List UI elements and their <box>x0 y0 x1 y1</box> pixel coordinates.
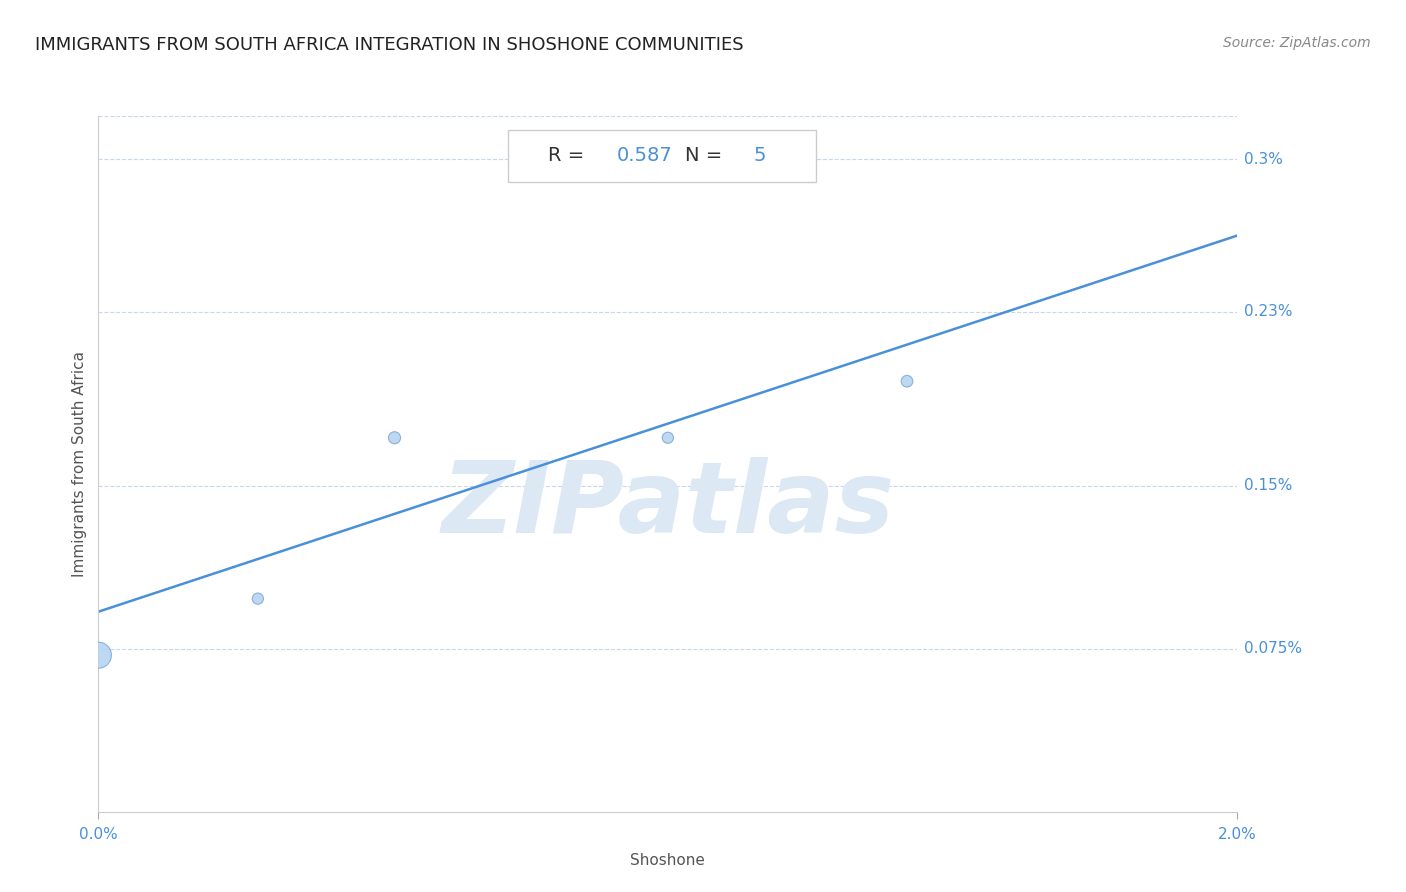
X-axis label: Shoshone: Shoshone <box>630 853 706 868</box>
Text: 0.587: 0.587 <box>617 146 672 166</box>
Text: Source: ZipAtlas.com: Source: ZipAtlas.com <box>1223 36 1371 50</box>
Point <box>896 374 918 388</box>
Point <box>246 591 269 606</box>
Text: 5: 5 <box>754 146 766 166</box>
Text: 0.075%: 0.075% <box>1244 641 1302 657</box>
Text: N =: N = <box>685 146 728 166</box>
Point <box>87 648 110 662</box>
Text: IMMIGRANTS FROM SOUTH AFRICA INTEGRATION IN SHOSHONE COMMUNITIES: IMMIGRANTS FROM SOUTH AFRICA INTEGRATION… <box>35 36 744 54</box>
Point <box>384 431 406 445</box>
Text: 0.3%: 0.3% <box>1244 152 1284 167</box>
Text: 0.23%: 0.23% <box>1244 304 1292 319</box>
Text: 0.15%: 0.15% <box>1244 478 1292 493</box>
Text: R =: R = <box>548 146 591 166</box>
Text: ZIPatlas: ZIPatlas <box>441 457 894 554</box>
Point <box>657 431 679 445</box>
FancyBboxPatch shape <box>509 130 815 182</box>
Y-axis label: Immigrants from South Africa: Immigrants from South Africa <box>72 351 87 577</box>
